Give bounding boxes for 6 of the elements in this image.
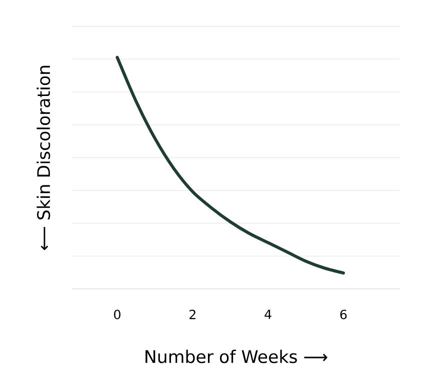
- x-tick-label: 4: [264, 310, 272, 319]
- y-axis-title: ⟵ Skin Discoloration: [36, 66, 50, 250]
- x-tick-label: 6: [340, 310, 347, 320]
- x-axis-title: Number of Weeks ⟶: [146, 350, 328, 364]
- x-tick-label: 2: [190, 310, 196, 320]
- x-tick-label: 0: [114, 310, 120, 320]
